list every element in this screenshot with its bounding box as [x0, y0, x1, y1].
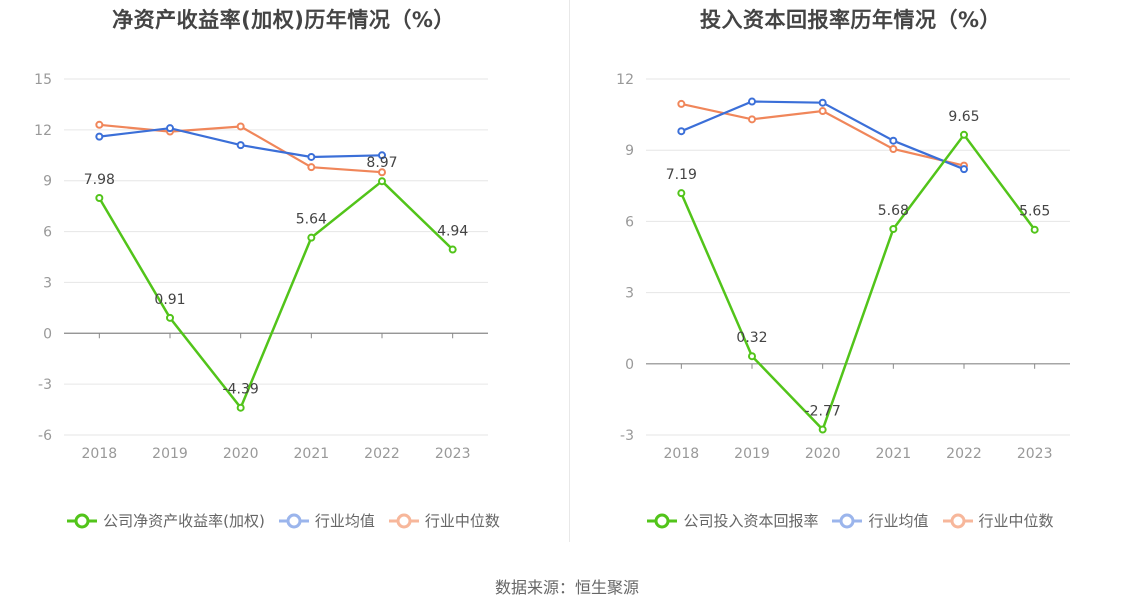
y-tick-label: 12	[34, 123, 52, 139]
data-point-industry-mean	[236, 141, 245, 150]
data-point-industry-median	[236, 122, 245, 131]
data-point-company	[1030, 225, 1039, 234]
data-point-company	[960, 130, 968, 139]
data-point-company	[748, 352, 756, 361]
y-tick-label: 6	[43, 225, 52, 241]
data-point-company	[307, 233, 316, 242]
data-label: 9.65	[948, 109, 979, 125]
legend-label-company-roic: 公司投入资本回报率	[683, 512, 819, 530]
data-point-industry-mean	[95, 132, 104, 141]
roe-chart-legend: 公司净资产收益率(加权) 行业均值 行业中位数	[0, 510, 567, 531]
y-tick-label: 9	[43, 174, 52, 190]
data-label: 7.98	[84, 172, 115, 188]
data-point-company	[818, 425, 827, 434]
y-tick-label: 15	[34, 72, 52, 88]
data-point-company	[448, 245, 457, 254]
legend-line-marker-icon	[278, 513, 309, 528]
x-tick-label: 2022	[364, 446, 400, 462]
x-tick-label: 2020	[223, 446, 259, 462]
y-tick-label: 6	[625, 214, 634, 230]
data-label: 5.65	[1019, 204, 1050, 220]
roe-chart-panel: 净资产收益率(加权)历年情况（%） 15 12 9 6 3 0 -3 -6 2018 2019 20…	[0, 0, 567, 560]
y-tick-label: 3	[625, 286, 634, 302]
y-tick-label: -3	[620, 428, 634, 444]
legend-line-marker-icon	[67, 513, 98, 528]
roe-chart-title: 净资产收益率(加权)历年情况（%）	[112, 8, 455, 32]
data-source-note: 数据来源：恒生聚源	[494, 578, 639, 597]
data-point-industry-mean	[960, 165, 968, 174]
legend-item-company-roic[interactable]: 公司投入资本回报率	[647, 510, 818, 531]
data-point-company	[378, 177, 386, 186]
legend-line-marker-icon	[832, 513, 863, 528]
legend-label-industry-median: 行业中位数	[424, 512, 500, 530]
data-point-company	[677, 189, 686, 198]
x-tick-label: 2019	[152, 446, 188, 462]
roic-chart-title: 投入资本回报率历年情况（%）	[699, 8, 1002, 32]
data-label: 0.32	[736, 330, 767, 346]
x-tick-label: 2021	[294, 446, 330, 462]
legend-item-industry-median[interactable]: 行业中位数	[388, 510, 500, 531]
data-point-industry-mean	[307, 152, 316, 161]
legend-item-company-roe[interactable]: 公司净资产收益率(加权)	[67, 510, 265, 531]
x-tick-label: 2021	[876, 446, 912, 462]
legend-line-marker-icon	[388, 513, 419, 528]
panel-divider	[569, 0, 570, 542]
x-tick-label: 2019	[734, 446, 770, 462]
data-point-industry-mean	[166, 124, 174, 133]
data-point-industry-median	[307, 163, 316, 172]
data-point-industry-mean	[818, 98, 827, 107]
data-label: -2.77	[805, 404, 841, 420]
legend-label-industry-mean: 行业均值	[314, 512, 375, 530]
legend-item-industry-median[interactable]: 行业中位数	[942, 510, 1054, 531]
x-tick-label: 2018	[664, 446, 700, 462]
y-tick-label: 0	[43, 326, 52, 342]
data-point-industry-median	[677, 99, 686, 108]
y-tick-label: 12	[616, 72, 634, 88]
legend-label-industry-median: 行业中位数	[978, 512, 1054, 530]
data-point-industry-median	[95, 120, 104, 129]
data-point-company	[166, 313, 174, 322]
y-tick-label: 0	[625, 357, 634, 373]
y-tick-label: 3	[43, 275, 52, 291]
data-label: 5.64	[296, 212, 327, 228]
y-tick-label: 9	[625, 143, 634, 159]
data-label: -4.39	[223, 382, 259, 398]
y-tick-label: -6	[38, 428, 52, 444]
roic-chart-panel: 投入资本回报率历年情况（%） 12 9 6 3 0 -3 2018 2019 2020 2021 2…	[567, 0, 1134, 560]
data-point-industry-mean	[378, 151, 386, 160]
y-tick-label: -3	[38, 377, 52, 393]
x-tick-label: 2018	[82, 446, 118, 462]
legend-line-marker-icon	[647, 513, 678, 528]
x-tick-label: 2023	[435, 446, 471, 462]
data-label: 4.94	[437, 224, 468, 240]
legend-item-industry-mean[interactable]: 行业均值	[278, 510, 375, 531]
series-line-company	[680, 132, 1036, 432]
x-tick-label: 2023	[1017, 446, 1053, 462]
data-point-company	[95, 194, 104, 203]
data-point-industry-median	[378, 168, 386, 177]
data-label: 5.68	[878, 203, 909, 219]
data-label: 8.97	[366, 155, 397, 171]
roe-chart-plot: 15 12 9 6 3 0 -3 -6 2018 2019 2020 2021 2022 2023 7.98…	[34, 72, 488, 462]
x-tick-label: 2022	[946, 446, 982, 462]
data-point-industry-median	[818, 107, 827, 116]
legend-item-industry-mean[interactable]: 行业均值	[832, 510, 929, 531]
x-tick-label: 2020	[805, 446, 841, 462]
data-point-company	[236, 403, 245, 412]
data-point-industry-mean	[677, 127, 686, 136]
data-point-industry-mean	[748, 97, 756, 106]
data-label: 7.19	[666, 167, 697, 183]
legend-line-marker-icon	[942, 513, 973, 528]
series-line-company	[98, 179, 454, 411]
data-point-industry-median	[889, 145, 898, 154]
roic-chart-legend: 公司投入资本回报率 行业均值 行业中位数	[567, 510, 1134, 531]
data-point-industry-mean	[889, 136, 898, 145]
roic-chart-plot: 12 9 6 3 0 -3 2018 2019 2020 2021 2022 2023 7.19 0.32…	[616, 72, 1070, 462]
data-label: 0.91	[154, 292, 185, 308]
legend-label-industry-mean: 行业均值	[868, 512, 929, 530]
data-point-company	[889, 224, 898, 233]
data-point-industry-median	[748, 115, 756, 124]
legend-label-company-roe: 公司净资产收益率(加权)	[103, 512, 265, 530]
